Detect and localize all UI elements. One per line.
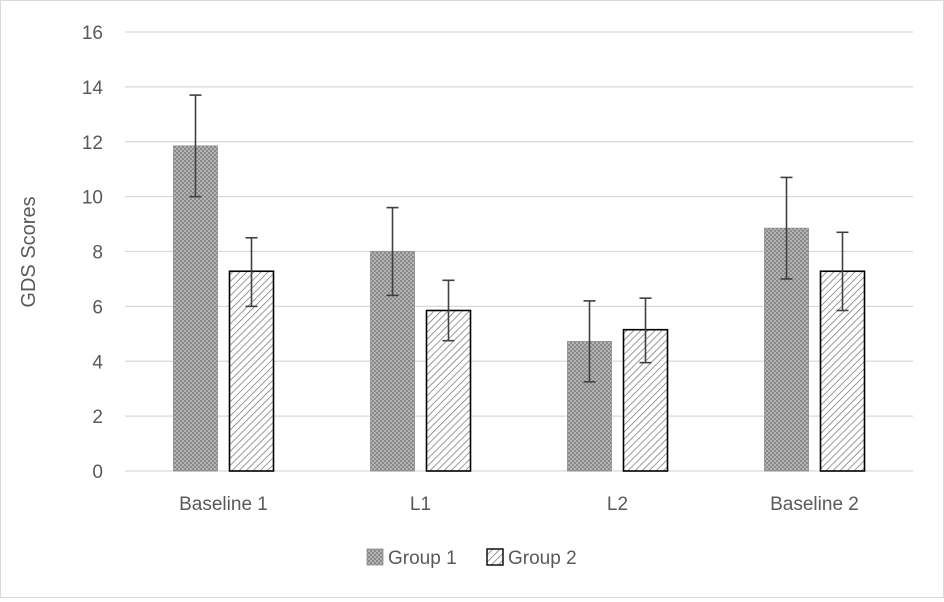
- legend-item-group-1: Group 1: [366, 548, 457, 569]
- error-bar: [780, 176, 793, 280]
- bar-group-1-baseline-1: [173, 145, 218, 472]
- error-bar: [836, 231, 849, 312]
- y-tick-label: 12: [82, 133, 103, 154]
- y-tick-label: 4: [92, 352, 103, 373]
- y-tick-label: 2: [92, 407, 103, 428]
- error-bars: [189, 94, 849, 383]
- y-tick-label: 8: [92, 243, 103, 264]
- error-bar: [245, 236, 258, 308]
- x-tick-label: L1: [410, 494, 431, 515]
- y-tick-label: 0: [92, 462, 103, 483]
- legend-swatch: [366, 548, 384, 566]
- legend: Group 1 Group 2: [366, 548, 577, 569]
- error-bar: [386, 206, 399, 297]
- legend-label: Group 2: [508, 548, 577, 569]
- x-axis-tick-labels: Baseline 1 L1 L2 Baseline 2: [179, 494, 859, 515]
- bars: [173, 145, 866, 472]
- legend-item-group-2: Group 2: [486, 548, 577, 569]
- y-tick-label: 16: [82, 23, 103, 44]
- y-tick-label: 6: [92, 297, 103, 318]
- error-bar: [189, 94, 202, 198]
- legend-swatch: [486, 548, 504, 566]
- x-tick-label: Baseline 1: [179, 494, 268, 515]
- y-axis-tick-labels: 0 2 4 6 8 10 12 14 16: [82, 23, 104, 483]
- x-tick-label: Baseline 2: [770, 494, 859, 515]
- error-bar: [639, 297, 652, 364]
- y-axis-title: GDS Scores: [18, 196, 40, 307]
- x-tick-label: L2: [607, 494, 628, 515]
- y-tick-label: 10: [82, 188, 103, 209]
- error-bar: [442, 279, 455, 342]
- y-tick-label: 14: [82, 78, 104, 99]
- legend-label: Group 1: [388, 548, 457, 569]
- error-bar: [583, 300, 596, 383]
- bar-group-2-l2: [622, 328, 669, 472]
